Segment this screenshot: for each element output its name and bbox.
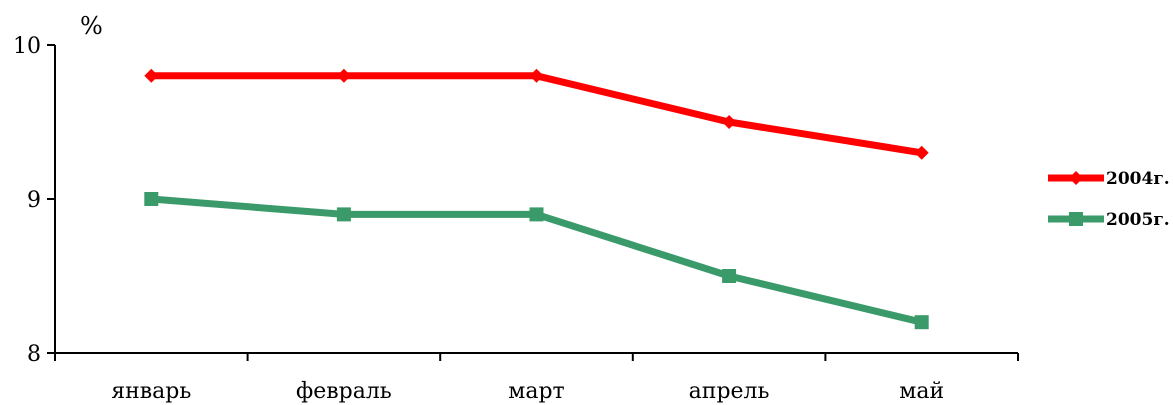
x-category-label: январь	[111, 379, 191, 404]
series-group	[144, 68, 929, 330]
legend-marker-square	[1069, 212, 1083, 226]
data-point-diamond	[529, 68, 544, 83]
data-point-square	[336, 207, 351, 222]
x-axis-ticks: январь февраль март апрель май	[54, 353, 1019, 404]
x-category-label: март	[508, 379, 564, 404]
legend-label: 2005г.	[1106, 210, 1170, 230]
data-point-square	[144, 192, 159, 206]
y-tick-label: 8	[27, 342, 41, 367]
y-axis-ticks: 8 9 10	[13, 34, 55, 367]
data-point-square	[722, 269, 737, 283]
data-point-diamond	[914, 145, 929, 160]
legend-label: 2004г.	[1106, 169, 1170, 189]
legend: 2004г. 2005г.	[1048, 169, 1170, 230]
x-category-label: апрель	[689, 379, 770, 404]
x-category-label: май	[899, 379, 944, 404]
data-point-diamond	[336, 68, 351, 83]
y-unit-label: %	[80, 12, 103, 40]
data-point-diamond	[144, 68, 159, 83]
y-tick-label: 10	[13, 34, 41, 59]
data-point-square	[529, 207, 544, 222]
series-line-0	[151, 72, 923, 157]
x-category-label: февраль	[296, 379, 392, 404]
legend-marker-diamond	[1069, 171, 1083, 185]
y-tick-label: 9	[27, 188, 41, 213]
data-point-square	[914, 315, 929, 330]
data-point-diamond	[722, 115, 737, 129]
